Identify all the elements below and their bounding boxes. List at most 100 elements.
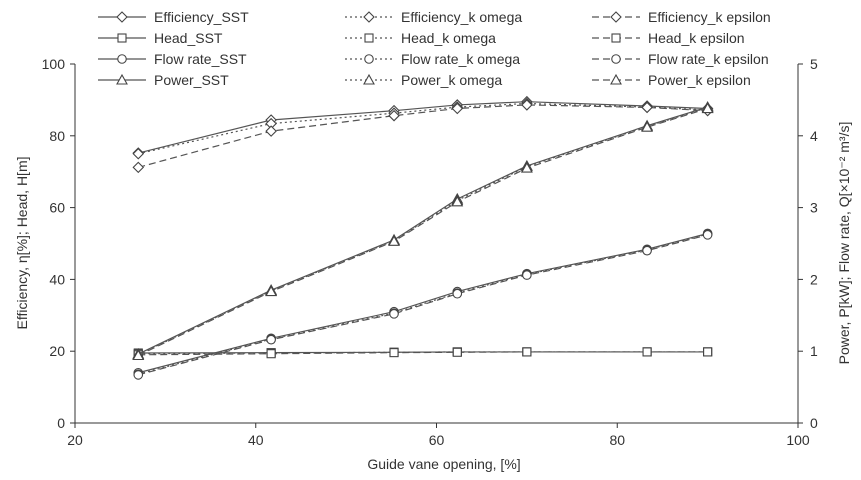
x-tick-label: 60 (429, 432, 445, 448)
legend-label: Flow rate_SST (154, 51, 247, 67)
legend: Efficiency_SST Efficiency_k omega Efficien… (98, 9, 771, 88)
legend-label: Power_k omega (401, 72, 502, 88)
data-point-efficiency-k-epsilon (265, 125, 277, 137)
data-point-power-k-epsilon (520, 161, 533, 173)
data-point-flow-rate-k-epsilon (266, 334, 276, 345)
series-line-efficiency-sst (138, 101, 708, 154)
y-left-tick-label: 60 (49, 200, 65, 216)
y-right-tick-label: 4 (810, 128, 818, 144)
x-tick-label: 100 (786, 432, 810, 448)
legend-item-flow-rate-k-epsilon: Flow rate_k epsilon (592, 51, 769, 67)
series-power-k-epsilon (132, 102, 714, 361)
x-tick-label: 40 (248, 432, 264, 448)
y-axis-left-label: Efficiency, η[%]; Head, H[m] (14, 157, 30, 330)
data-point-efficiency-k-epsilon (451, 102, 464, 115)
data-point-power-k-epsilon (265, 285, 278, 297)
legend-label: Flow rate_k epsilon (648, 51, 769, 67)
legend-item-head-k-epsilon: Head_k epsilon (592, 30, 745, 46)
series-power-sst (132, 100, 714, 359)
legend-item-power-k-epsilon: Power_k epsilon (592, 72, 751, 88)
series-efficiency-k-epsilon (132, 99, 714, 174)
data-point-power-k-epsilon (132, 349, 145, 361)
legend-item-flow-rate-sst: Flow rate_SST (98, 51, 247, 67)
legend-item-efficiency-k-epsilon: Efficiency_k epsilon (592, 9, 771, 25)
series-line-power-k-epsilon (138, 107, 708, 357)
data-point-efficiency-k-epsilon (641, 101, 653, 114)
data-point-head-k-epsilon (389, 348, 399, 358)
legend-marker (610, 11, 622, 23)
series-flow-rate-sst (133, 228, 713, 378)
y-axis-right-label: Power, P[kW]; Flow rate, Q[×10⁻² m³/s] (836, 122, 852, 365)
legend-marker (363, 11, 375, 23)
legend-label: Flow rate_k omega (401, 51, 520, 67)
y-left-tick-label: 0 (57, 415, 65, 431)
legend-item-flow-rate-k-omega: Flow rate_k omega (345, 51, 520, 67)
data-point-flow-rate-k-epsilon (389, 309, 399, 319)
legend-marker (364, 33, 374, 43)
series-power-k-omega (132, 101, 714, 360)
legend-item-efficiency-k-omega: Efficiency_k omega (345, 9, 522, 25)
y-right-tick-label: 0 (810, 415, 818, 431)
data-point-head-k-epsilon (642, 347, 652, 357)
y-right-tick-label: 2 (810, 271, 818, 287)
x-axis-label: Guide vane opening, [%] (367, 456, 520, 472)
legend-label: Efficiency_k epsilon (648, 9, 771, 25)
data-point-efficiency-k-epsilon (388, 109, 400, 122)
series-layer (132, 95, 714, 380)
legend-label: Head_SST (154, 30, 223, 46)
data-point-flow-rate-k-epsilon (452, 288, 463, 299)
legend-item-power-k-omega: Power_k omega (345, 72, 502, 88)
legend-label: Efficiency_k omega (401, 9, 522, 25)
legend-marker (116, 73, 128, 85)
legend-item-head-k-omega: Head_k omega (345, 30, 496, 46)
y-right-tick-label: 5 (810, 56, 818, 72)
y-left-tick-label: 40 (49, 271, 65, 287)
legend-marker (611, 33, 621, 43)
data-point-flow-rate-k-epsilon (702, 230, 713, 240)
legend-item-power-sst: Power_SST (98, 72, 229, 88)
data-point-power-k-epsilon (388, 235, 400, 246)
legend-marker (116, 11, 128, 23)
data-point-head-k-epsilon (452, 347, 462, 357)
data-point-head-k-epsilon (703, 347, 713, 357)
series-flow-rate-k-omega (133, 229, 713, 379)
legend-label: Efficiency_SST (154, 9, 249, 25)
series-line-flow-rate-k-epsilon (138, 234, 708, 376)
legend-item-head-sst: Head_SST (98, 30, 223, 46)
data-point-efficiency-k-omega (132, 147, 145, 160)
legend-label: Power_k epsilon (648, 72, 751, 88)
data-point-head-k-epsilon (266, 349, 276, 359)
data-point-head-k-epsilon (522, 347, 532, 357)
legend-marker (363, 73, 375, 85)
data-point-power-k-epsilon (451, 195, 464, 207)
y-right-tick-label: 1 (810, 343, 818, 359)
data-point-efficiency-k-epsilon (521, 99, 533, 111)
legend-marker (364, 54, 374, 64)
series-line-power-k-omega (138, 107, 708, 356)
legend-label: Power_SST (154, 72, 229, 88)
legend-marker (611, 54, 621, 64)
data-point-efficiency-k-epsilon (132, 161, 145, 174)
x-tick-label: 20 (67, 432, 83, 448)
data-point-flow-rate-k-epsilon (642, 245, 652, 256)
data-point-flow-rate-k-epsilon (133, 370, 144, 380)
plot-frame (74, 64, 799, 424)
y-right-tick-label: 3 (810, 200, 818, 216)
y-left-tick-label: 80 (49, 128, 65, 144)
y-left-tick-label: 100 (42, 56, 66, 72)
series-line-efficiency-k-omega (138, 102, 708, 155)
series-flow-rate-k-epsilon (133, 230, 713, 380)
legend-marker (117, 54, 127, 64)
data-point-power-k-epsilon (701, 102, 714, 114)
legend-label: Head_k omega (401, 30, 496, 46)
x-tick-label: 80 (609, 432, 625, 448)
legend-marker (117, 33, 127, 43)
legend-label: Head_k epsilon (648, 30, 745, 46)
data-point-flow-rate-k-epsilon (522, 270, 532, 280)
data-point-power-k-epsilon (641, 121, 654, 132)
legend-marker (610, 73, 622, 85)
y-left-tick-label: 20 (49, 343, 65, 359)
legend-item-efficiency-sst: Efficiency_SST (98, 9, 249, 25)
